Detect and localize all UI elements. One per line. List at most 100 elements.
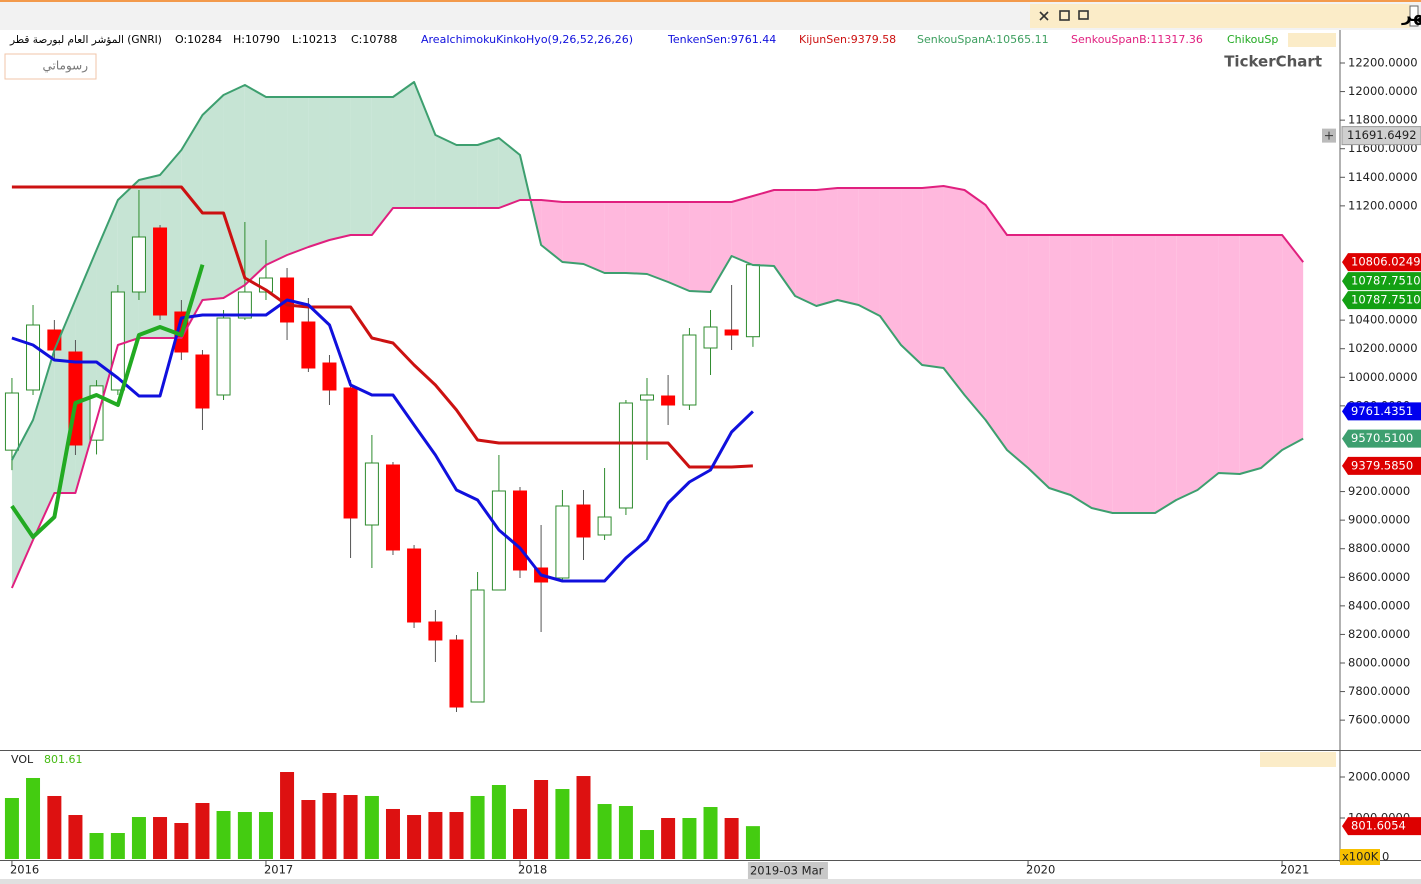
cloud xyxy=(477,138,499,208)
price-marker-label: 9379.5850 xyxy=(1351,458,1413,472)
cloud xyxy=(223,85,245,298)
x-tick-label: 2021 xyxy=(1280,863,1309,877)
candle-body xyxy=(364,462,379,526)
candle-body xyxy=(4,392,19,451)
y-tick-label: 10200.0000 xyxy=(1348,341,1418,355)
restore-icon[interactable] xyxy=(1059,10,1070,21)
candle-body xyxy=(153,227,168,316)
indicator-readout: SenkouSpanA:10565.11 xyxy=(917,33,1049,46)
candle-body xyxy=(449,639,464,708)
volume-bar xyxy=(703,807,718,859)
cloud xyxy=(33,350,55,540)
cloud xyxy=(1112,235,1134,513)
symbol: المؤشر العام لبورصة قطر (GNRI) xyxy=(9,34,162,46)
volume-panel-buttons[interactable] xyxy=(1260,752,1336,767)
detach-icon[interactable] xyxy=(1078,10,1089,20)
crosshair-marker xyxy=(1341,126,1421,146)
plot xyxy=(4,81,1304,712)
volume-bar xyxy=(131,817,146,859)
candle-body xyxy=(640,394,655,401)
indicator-readout: TenkenSen:9761.44 xyxy=(667,33,776,46)
candle-body xyxy=(407,548,422,623)
cloud xyxy=(625,202,648,274)
volume-unit: x100K xyxy=(1342,850,1379,864)
y-tick-label: 8600.0000 xyxy=(1348,570,1410,584)
candle-body xyxy=(216,317,231,396)
indicator-readout: KijunSen:9379.58 xyxy=(799,33,896,46)
cloud xyxy=(922,186,944,368)
candle-body xyxy=(301,321,316,369)
y-tick-label: 10400.0000 xyxy=(1348,313,1418,327)
candle-body xyxy=(26,324,41,391)
cloud xyxy=(1260,235,1283,468)
volume-bar xyxy=(4,797,19,859)
candle-body xyxy=(428,621,443,641)
volume-bar xyxy=(343,795,358,859)
indicator-line xyxy=(11,185,753,469)
volume-bar xyxy=(661,818,676,859)
cloud xyxy=(943,186,965,395)
cloud xyxy=(435,135,457,208)
y-tick-label: 12200.0000 xyxy=(1348,56,1418,70)
price-marker xyxy=(1342,456,1421,475)
volume-bar xyxy=(280,772,295,859)
volume-y-tick-label: 2000.0000 xyxy=(1348,770,1410,784)
cloud xyxy=(858,188,880,316)
cloud xyxy=(837,188,859,305)
cloud xyxy=(1282,235,1304,450)
drawings-button-box[interactable] xyxy=(4,53,97,80)
panel-buttons[interactable] xyxy=(1288,33,1336,47)
cloud xyxy=(456,145,478,208)
price-marker xyxy=(1342,253,1421,272)
cloud xyxy=(562,202,584,264)
volume-bar xyxy=(174,823,189,859)
y-tick-label: 9200.0000 xyxy=(1348,484,1410,498)
volume-bar xyxy=(597,804,612,859)
cloud xyxy=(774,190,796,296)
cloud xyxy=(1239,235,1261,474)
cloud xyxy=(308,97,330,247)
volume-unit-box xyxy=(1340,849,1380,865)
indicator-name: AreaIchimokuKinkoHyo(9,26,52,26,26) xyxy=(421,33,633,46)
window-buttons[interactable] xyxy=(1039,10,1089,21)
candle-body xyxy=(682,334,697,406)
volume-bar xyxy=(618,805,633,859)
candle-body xyxy=(661,395,676,406)
indicator-line xyxy=(11,81,1304,514)
y-tick-label: 12000.0000 xyxy=(1348,84,1418,98)
close-icon[interactable] xyxy=(1039,11,1049,21)
price-marker-label: 9570.5100 xyxy=(1351,431,1413,445)
y-tick-label: 8400.0000 xyxy=(1348,598,1410,612)
cloud xyxy=(1049,235,1071,495)
price-marker-label: 10806.0249 xyxy=(1351,255,1421,269)
cloud xyxy=(498,138,520,208)
volume-marker xyxy=(1342,817,1421,836)
drawings-button[interactable]: رسوماتي xyxy=(43,59,89,74)
volume-bar xyxy=(68,815,83,859)
candle-body xyxy=(745,264,760,338)
volume-bar xyxy=(26,777,41,859)
cloud xyxy=(414,82,436,208)
volume-bar xyxy=(640,830,655,859)
cloud xyxy=(1176,235,1198,500)
price-marker xyxy=(1342,402,1421,421)
volume-readout: 801.61 xyxy=(44,753,83,766)
cloud xyxy=(202,95,224,300)
volume-label: VOL xyxy=(11,753,34,766)
cloud xyxy=(901,188,923,365)
y-tick-label: 8800.0000 xyxy=(1348,541,1410,555)
candle-body xyxy=(385,464,400,551)
candle-body xyxy=(555,505,570,579)
price-marker-label: 10787.7510 xyxy=(1351,293,1421,307)
candle-body xyxy=(322,362,337,391)
candle-body xyxy=(89,385,104,441)
window-title: المؤشر العام لبورصة قطر - شهر xyxy=(1401,6,1421,26)
crosshair-x-box xyxy=(747,862,828,879)
candle-body xyxy=(343,387,358,519)
volume-bar xyxy=(491,785,506,859)
price-marker xyxy=(1342,272,1421,291)
candle-body xyxy=(724,329,739,336)
cloud xyxy=(1091,235,1113,513)
ohlc: H:10790 xyxy=(233,33,280,46)
